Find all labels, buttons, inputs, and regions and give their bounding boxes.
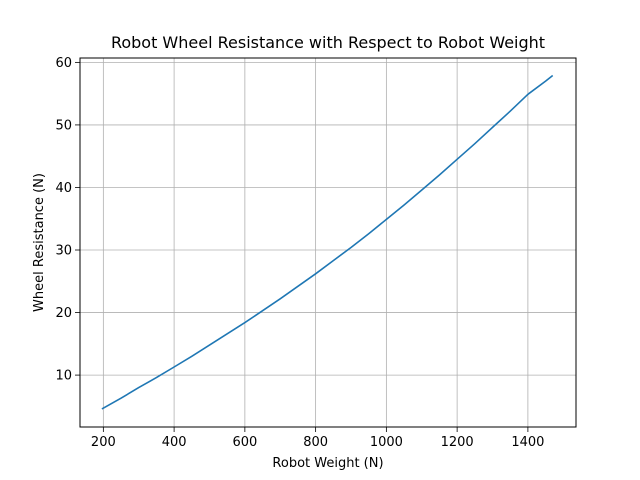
y-tick-label: 40 <box>55 181 72 196</box>
series-line <box>101 74 554 410</box>
plot-area-frame <box>79 57 577 428</box>
x-tick-label: 600 <box>232 435 257 450</box>
x-axis-label: Robot Weight (N) <box>272 456 383 471</box>
x-tick-label: 1000 <box>370 435 403 450</box>
y-tick-label: 10 <box>55 369 72 384</box>
x-tick-label: 1400 <box>511 435 544 450</box>
y-tick-label: 30 <box>55 244 72 259</box>
x-axis-ticks: 200 400 600 800 1000 1200 1400 <box>91 427 544 450</box>
x-tick-label: 800 <box>303 435 328 450</box>
x-tick-label: 200 <box>91 435 116 450</box>
y-tick-label: 50 <box>55 118 72 133</box>
y-axis-label: Wheel Resistance (N) <box>32 173 47 312</box>
chart-title: Robot Wheel Resistance with Respect to R… <box>111 33 545 52</box>
y-tick-label: 60 <box>55 56 72 71</box>
grid-lines <box>80 58 576 427</box>
y-tick-label: 20 <box>55 306 72 321</box>
x-tick-label: 400 <box>162 435 187 450</box>
series-layer <box>101 74 554 410</box>
y-axis-ticks: 10 20 30 40 50 60 <box>55 56 80 384</box>
x-tick-label: 1200 <box>441 435 474 450</box>
